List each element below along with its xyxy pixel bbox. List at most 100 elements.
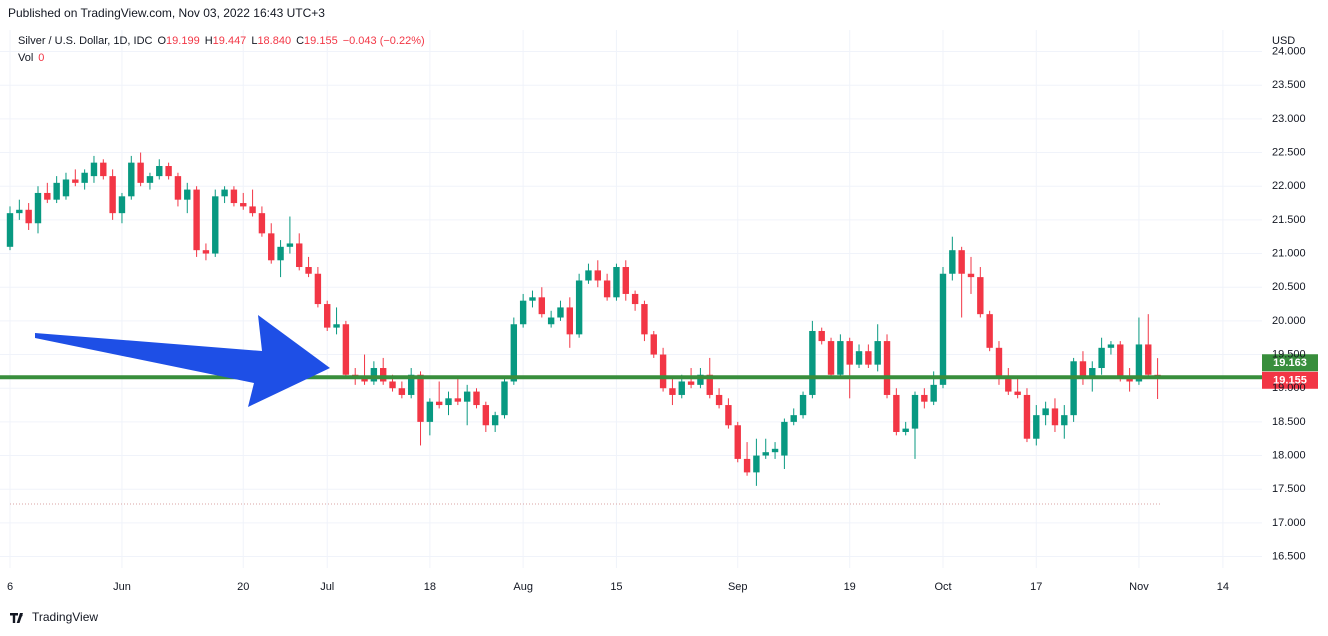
candle-body bbox=[62, 179, 70, 197]
candle-body bbox=[72, 179, 79, 183]
candle-body bbox=[90, 162, 98, 177]
legend-h-label: H bbox=[205, 35, 213, 47]
candle-body bbox=[566, 307, 573, 335]
y-tick-label: 21.500 bbox=[1272, 214, 1306, 226]
candle-body bbox=[641, 304, 648, 335]
x-tick-label: 19 bbox=[844, 581, 856, 593]
candle-body bbox=[986, 314, 993, 348]
candle-body bbox=[1014, 391, 1021, 395]
candle-body bbox=[1033, 415, 1040, 439]
candle-body bbox=[34, 192, 42, 224]
x-tick-label: 14 bbox=[1217, 581, 1229, 593]
candle-body bbox=[510, 324, 518, 382]
candle-body bbox=[380, 368, 387, 382]
legend: Silver / U.S. Dollar, 1D, IDC O19.199 H19.… bbox=[18, 35, 425, 47]
candle-body bbox=[258, 213, 266, 234]
y-tick-label: 16.500 bbox=[1272, 550, 1306, 562]
candle-body bbox=[967, 273, 975, 278]
candle-body bbox=[184, 189, 191, 200]
candle-body bbox=[100, 162, 107, 177]
candle-body bbox=[445, 398, 452, 406]
hline-label-box bbox=[1262, 354, 1318, 372]
candle-body bbox=[165, 166, 172, 177]
candle-body bbox=[557, 307, 564, 318]
legend-o: 19.199 bbox=[166, 35, 200, 47]
logo-dot bbox=[19, 613, 23, 617]
candle-body bbox=[697, 374, 704, 385]
candle-body bbox=[193, 189, 200, 251]
candle-body bbox=[333, 324, 340, 328]
candle-body bbox=[81, 172, 88, 183]
candle-body bbox=[1117, 344, 1124, 379]
y-tick-label: 21.000 bbox=[1272, 247, 1306, 259]
candle-body bbox=[1079, 361, 1087, 379]
candle-body bbox=[837, 341, 844, 375]
hline-label: 19.163 bbox=[1273, 357, 1307, 369]
candle-body bbox=[902, 428, 909, 432]
candle-body bbox=[921, 394, 928, 402]
candle-body bbox=[6, 213, 14, 247]
candle-body bbox=[324, 304, 331, 328]
last-price-label: 19.155 bbox=[1273, 375, 1307, 387]
y-tick-label: 17.500 bbox=[1272, 483, 1306, 495]
candle-body bbox=[16, 209, 23, 214]
candle-body bbox=[1051, 408, 1059, 426]
y-tick-label: 22.500 bbox=[1272, 146, 1306, 158]
candle-body bbox=[296, 243, 303, 268]
candle-body bbox=[678, 381, 685, 395]
candle-body bbox=[1061, 415, 1068, 426]
candle-body bbox=[883, 341, 891, 395]
candle-body bbox=[939, 273, 947, 385]
y-tick-label: 19.000 bbox=[1272, 382, 1306, 394]
grid bbox=[0, 30, 1262, 568]
candle-body bbox=[762, 452, 769, 456]
candle-body bbox=[706, 374, 713, 395]
candle-body bbox=[109, 176, 116, 214]
candle-body bbox=[529, 297, 536, 301]
candle-body bbox=[156, 166, 163, 177]
candle-body bbox=[687, 381, 695, 385]
candle-body bbox=[930, 384, 937, 402]
candle-body bbox=[473, 391, 480, 406]
candle-body bbox=[1126, 378, 1133, 382]
candle-body bbox=[501, 381, 508, 416]
y-tick-label: 24.000 bbox=[1272, 45, 1306, 57]
candle-body bbox=[622, 267, 629, 294]
candle-body bbox=[146, 176, 154, 183]
candle-body bbox=[137, 162, 144, 183]
candle-body bbox=[846, 341, 853, 365]
y-tick-label: 17.000 bbox=[1272, 517, 1306, 529]
x-tick-label: Aug bbox=[513, 581, 533, 593]
candle-body bbox=[314, 273, 322, 305]
candle-body bbox=[389, 381, 396, 389]
candle-body bbox=[398, 388, 406, 395]
candle-body bbox=[361, 378, 368, 382]
candle-body bbox=[734, 425, 741, 459]
legend-symbol: Silver / U.S. Dollar, 1D, IDC bbox=[18, 35, 153, 47]
overlay: 19.163 19.155 bbox=[0, 354, 1318, 389]
candle-body bbox=[977, 277, 984, 315]
candle-body bbox=[781, 421, 788, 456]
candle-body bbox=[435, 401, 443, 406]
x-tick-label: Nov bbox=[1129, 581, 1149, 593]
candle-body bbox=[725, 405, 732, 426]
candle-body bbox=[212, 196, 219, 254]
candle-body bbox=[743, 458, 751, 473]
candle-body bbox=[407, 374, 415, 395]
candle-body bbox=[547, 317, 555, 325]
candle-body bbox=[1145, 344, 1152, 375]
candle-body bbox=[603, 280, 611, 298]
candles bbox=[6, 152, 1161, 486]
candle-body bbox=[128, 162, 135, 197]
legend-vol: Vol 0 bbox=[18, 52, 44, 64]
y-tick-label: 19.500 bbox=[1272, 348, 1306, 360]
candle-body bbox=[53, 182, 60, 200]
candle-body bbox=[286, 243, 294, 247]
candle-body bbox=[585, 270, 592, 281]
vol-label: Vol bbox=[18, 52, 33, 64]
candle-body bbox=[753, 455, 760, 473]
candle-body bbox=[426, 401, 434, 422]
candle-body bbox=[790, 415, 797, 422]
candle-body bbox=[417, 374, 424, 422]
y-tick-label: 18.500 bbox=[1272, 416, 1306, 428]
